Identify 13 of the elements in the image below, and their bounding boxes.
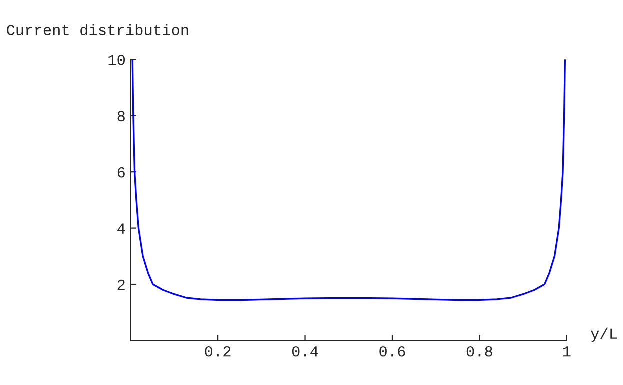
y-tick-label: 10 [108,54,126,66]
x-tick-label: 0.4 [292,346,318,357]
line-series [132,60,566,302]
y-axis-title: Current distribution [7,24,188,36]
x-tick-label: 1 [563,346,571,357]
y-tick-label: 2 [118,280,125,290]
y-tick-label: 6 [118,167,125,178]
x-tick-label: 0.2 [205,346,231,357]
y-tick-label: 4 [118,224,126,234]
y-tick-label: 8 [118,111,125,122]
x-axis-title: y/L [591,328,618,342]
x-tick-label: 0.8 [466,346,492,357]
x-tick-label: 0.6 [380,346,406,357]
